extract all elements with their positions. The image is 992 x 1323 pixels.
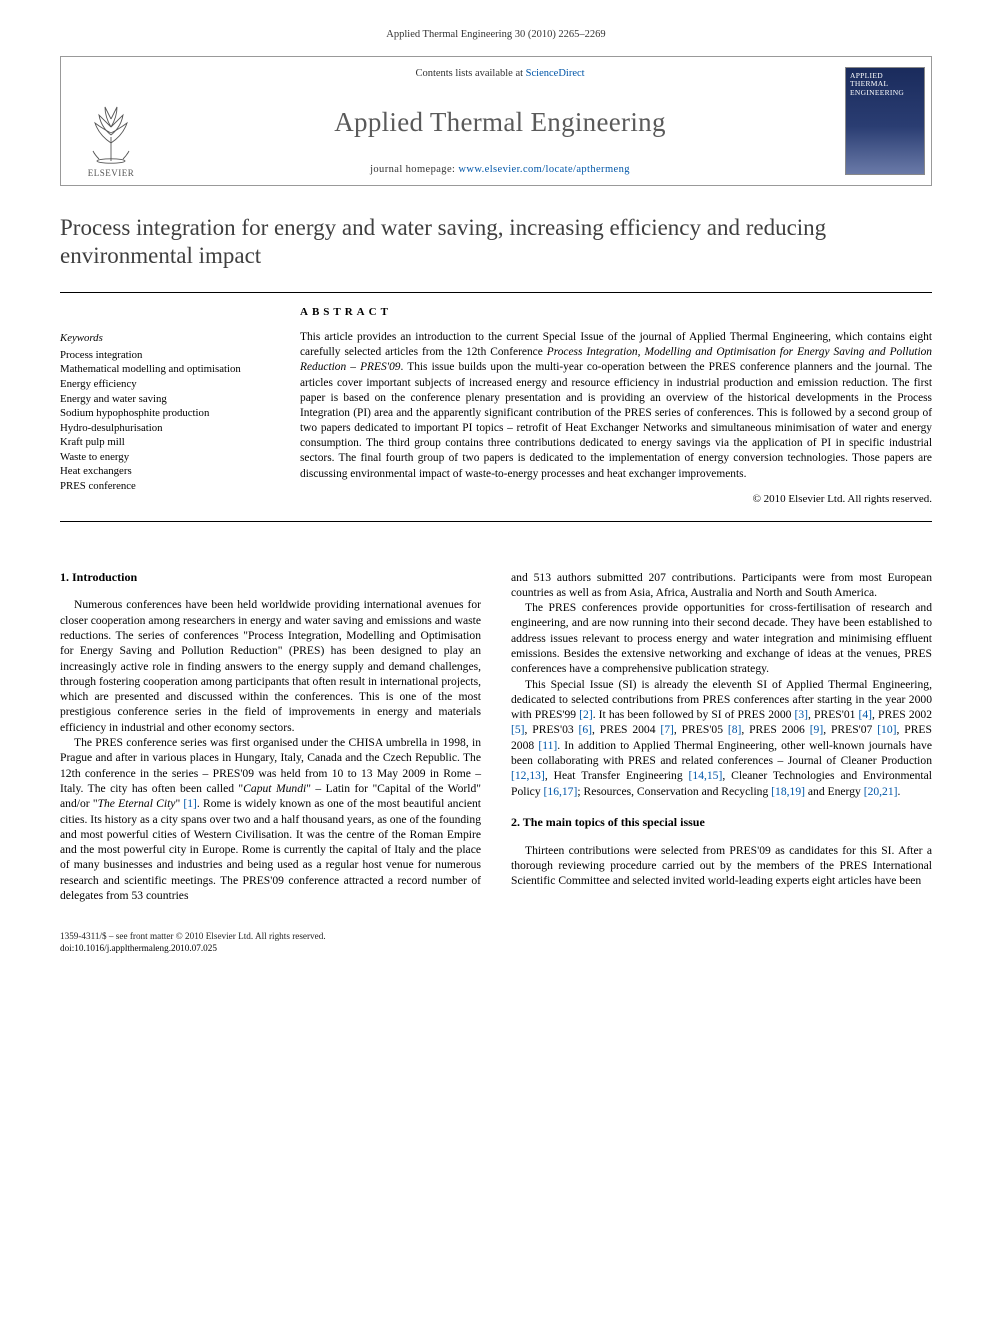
body-columns: 1. Introduction Numerous conferences hav… <box>60 570 932 904</box>
keywords-column: Keywords Process integration Mathematica… <box>60 305 272 506</box>
body-paragraph: The PRES conference series was first org… <box>60 735 481 903</box>
footer-doi: doi:10.1016/j.applthermaleng.2010.07.025 <box>60 943 932 955</box>
publisher-label: ELSEVIER <box>88 167 135 179</box>
body-paragraph: This Special Issue (SI) is already the e… <box>511 677 932 799</box>
cover-title: APPLIED THERMAL ENGINEERING <box>850 72 920 97</box>
keyword: Kraft pulp mill <box>60 435 272 450</box>
article-title: Process integration for energy and water… <box>60 214 932 270</box>
section-heading-2: 2. The main topics of this special issue <box>511 815 932 831</box>
keyword: Waste to energy <box>60 450 272 465</box>
keyword: Sodium hypophosphite production <box>60 406 272 421</box>
contents-line: Contents lists available at ScienceDirec… <box>415 67 584 81</box>
publisher-block: ELSEVIER <box>61 57 161 185</box>
abstract-row: Keywords Process integration Mathematica… <box>60 292 932 506</box>
keyword: Energy and water saving <box>60 392 272 407</box>
body-paragraph: Numerous conferences have been held worl… <box>60 597 481 735</box>
body-paragraph: Thirteen contributions were selected fro… <box>511 843 932 889</box>
sciencedirect-link[interactable]: ScienceDirect <box>526 68 585 79</box>
abstract-text: This article provides an introduction to… <box>300 330 932 482</box>
keyword: Mathematical modelling and optimisation <box>60 362 272 377</box>
journal-banner: ELSEVIER Contents lists available at Sci… <box>60 56 932 186</box>
journal-cover-icon: APPLIED THERMAL ENGINEERING <box>845 67 925 175</box>
homepage-link[interactable]: www.elsevier.com/locate/apthermeng <box>458 164 630 175</box>
contents-prefix: Contents lists available at <box>415 68 525 79</box>
page: Applied Thermal Engineering 30 (2010) 22… <box>0 0 992 994</box>
abstract-heading: ABSTRACT <box>300 305 932 320</box>
footer: 1359-4311/$ – see front matter © 2010 El… <box>60 931 932 954</box>
keywords-heading: Keywords <box>60 331 272 346</box>
banner-middle: Contents lists available at ScienceDirec… <box>161 57 839 185</box>
keyword: Hydro-desulphurisation <box>60 421 272 436</box>
divider <box>60 521 932 522</box>
footer-front-matter: 1359-4311/$ – see front matter © 2010 El… <box>60 931 932 943</box>
keyword: Process integration <box>60 348 272 363</box>
cover-block: APPLIED THERMAL ENGINEERING <box>839 57 931 185</box>
elsevier-tree-icon <box>80 93 142 165</box>
homepage-line: journal homepage: www.elsevier.com/locat… <box>370 163 630 177</box>
abstract-column: ABSTRACT This article provides an introd… <box>300 305 932 506</box>
copyright-line: © 2010 Elsevier Ltd. All rights reserved… <box>300 492 932 507</box>
journal-name: Applied Thermal Engineering <box>334 104 666 140</box>
body-paragraph: and 513 authors submitted 207 contributi… <box>511 570 932 601</box>
body-paragraph: The PRES conferences provide opportuniti… <box>511 600 932 676</box>
keyword: PRES conference <box>60 479 272 494</box>
keyword: Energy efficiency <box>60 377 272 392</box>
keyword: Heat exchangers <box>60 464 272 479</box>
section-heading-1: 1. Introduction <box>60 570 481 586</box>
homepage-prefix: journal homepage: <box>370 164 458 175</box>
header-citation: Applied Thermal Engineering 30 (2010) 22… <box>60 28 932 42</box>
